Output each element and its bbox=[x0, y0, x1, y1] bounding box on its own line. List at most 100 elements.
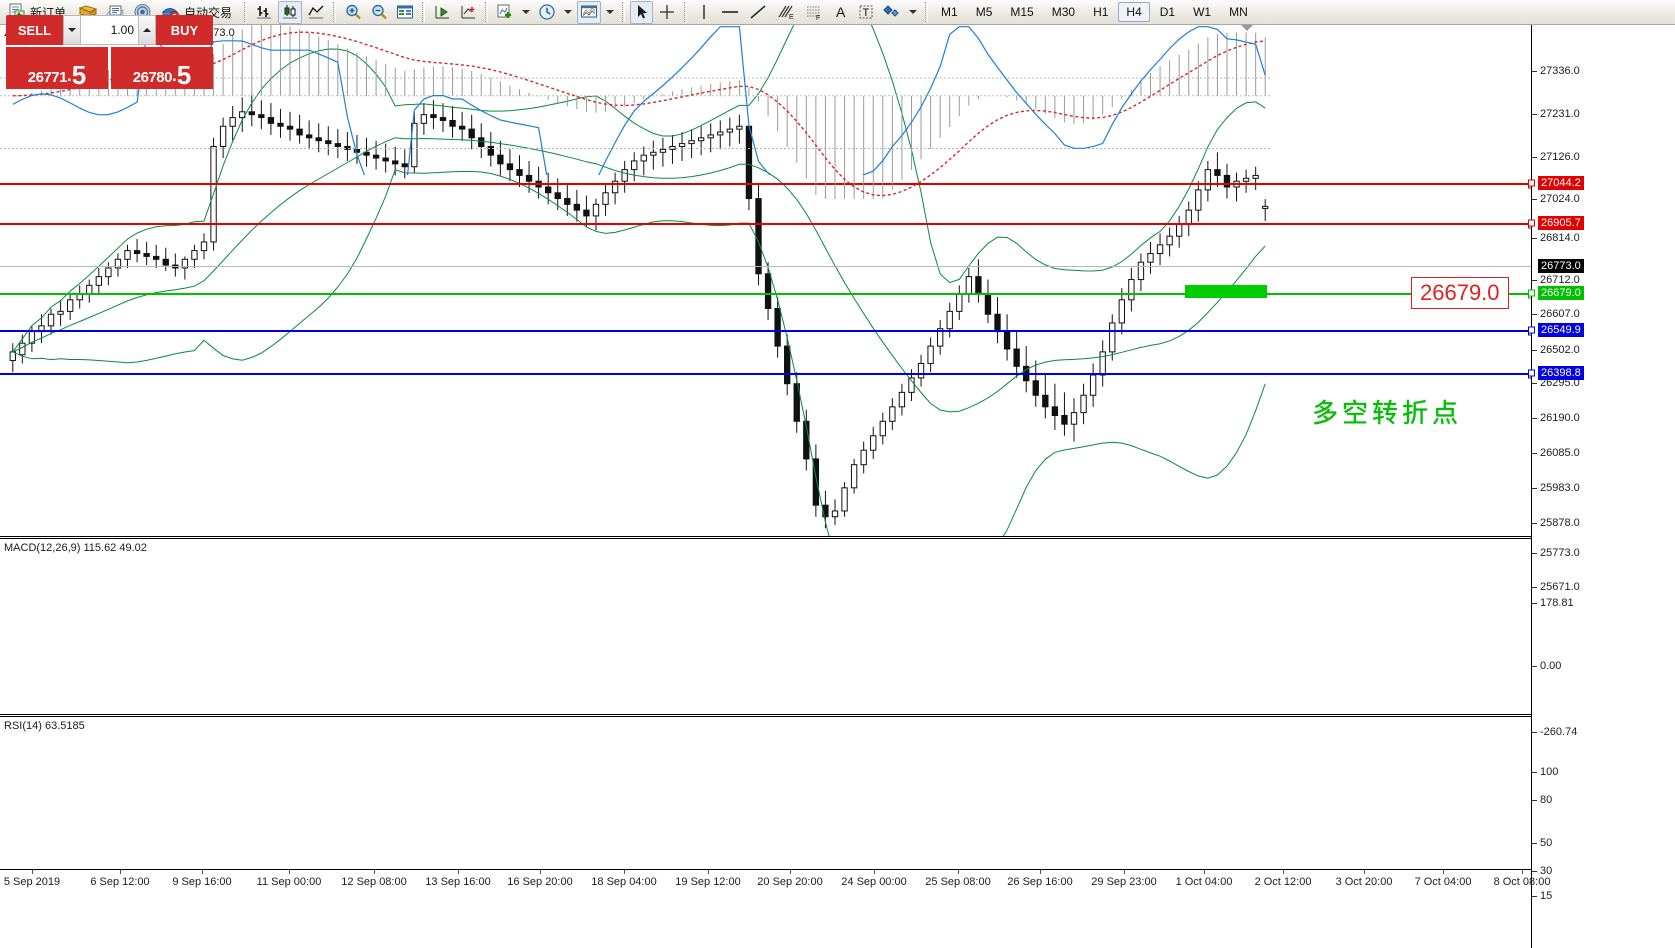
vertical-line-icon[interactable] bbox=[692, 1, 715, 24]
chinese-annotation[interactable]: 多空转折点 bbox=[1312, 398, 1463, 428]
line-chart-icon[interactable] bbox=[304, 1, 328, 24]
macd-pane[interactable] bbox=[0, 23, 1531, 219]
time-tick-label: 9 Sep 16:00 bbox=[172, 876, 232, 888]
time-tick bbox=[708, 870, 709, 874]
timeframe-h1[interactable]: H1 bbox=[1093, 5, 1109, 19]
timeframe-m5[interactable]: M5 bbox=[975, 5, 993, 19]
shapes-dropdown-icon[interactable] bbox=[909, 10, 918, 14]
time-tick-label: 26 Sep 16:00 bbox=[1007, 876, 1073, 888]
trendline-icon[interactable] bbox=[745, 1, 771, 24]
level-line-last-price bbox=[0, 266, 1531, 267]
cursor-icon[interactable] bbox=[630, 0, 654, 24]
candlestick-chart-icon[interactable] bbox=[278, 0, 303, 24]
timeframe-mn[interactable]: MN bbox=[1229, 5, 1248, 19]
new-chart-icon[interactable] bbox=[493, 1, 517, 24]
price-level-handle[interactable] bbox=[1528, 369, 1535, 377]
level-line-resistance-2[interactable] bbox=[0, 221, 1535, 229]
price-level-badge[interactable]: 27044.2 bbox=[1538, 176, 1584, 190]
pane-separator-rsi[interactable] bbox=[0, 714, 1531, 717]
new-chart-dropdown-icon[interactable] bbox=[522, 10, 531, 14]
sell-button[interactable]: SELL bbox=[6, 15, 63, 45]
timeframe-m30[interactable]: M30 bbox=[1051, 5, 1076, 19]
time-tick bbox=[624, 870, 625, 874]
macd-title: MACD(12,26,9) 115.62 49.02 bbox=[4, 542, 147, 554]
price-callout[interactable]: 26679.0 bbox=[1411, 277, 1509, 309]
toolbar-separator bbox=[244, 2, 248, 22]
chart-scroll-marker[interactable] bbox=[1241, 25, 1253, 31]
auto-scroll-icon[interactable] bbox=[456, 1, 480, 24]
time-scale[interactable]: 5 Sep 2019 6 Sep 12:00 9 Sep 16:00 11 Sep 0… bbox=[0, 869, 1550, 948]
buy-button[interactable]: BUY bbox=[156, 15, 213, 45]
rsi-pane[interactable] bbox=[0, 25, 1531, 203]
price-tick bbox=[1532, 280, 1537, 281]
bar-chart-icon[interactable] bbox=[252, 1, 276, 24]
elliott-wave-icon[interactable]: E bbox=[773, 1, 799, 24]
horizontal-line-icon[interactable] bbox=[717, 1, 743, 24]
crosshair-icon[interactable] bbox=[655, 1, 679, 24]
price-level-badge[interactable]: 26398.8 bbox=[1538, 366, 1584, 380]
chart-shift-icon[interactable] bbox=[430, 1, 454, 24]
timeframe-m15[interactable]: M15 bbox=[1010, 5, 1034, 19]
time-tick bbox=[120, 870, 121, 874]
rsi-title: RSI(14) 63.5185 bbox=[4, 720, 85, 732]
time-tick bbox=[1443, 870, 1444, 874]
timeframe-m1[interactable]: M1 bbox=[941, 5, 958, 19]
time-tick bbox=[790, 870, 791, 874]
price-level-badge[interactable]: 26549.9 bbox=[1538, 323, 1584, 337]
volume-input[interactable]: 1.00 bbox=[81, 16, 138, 44]
price-scale[interactable]: 27336.0 27231.0 27126.0 27024.0 26814.0 26712… bbox=[1528, 25, 1675, 948]
price-tick-label: 26607.0 bbox=[1540, 308, 1580, 320]
data-window-icon[interactable] bbox=[393, 1, 417, 24]
timeframe-h4[interactable]: H4 bbox=[1118, 2, 1150, 22]
period-icon[interactable] bbox=[535, 1, 559, 24]
volume-increase-button[interactable] bbox=[138, 16, 155, 44]
time-tick-label: 20 Sep 20:00 bbox=[757, 876, 823, 888]
time-tick-label: 16 Sep 20:00 bbox=[507, 876, 573, 888]
price-tick-label: 26295.0 bbox=[1540, 377, 1580, 389]
fibonacci-icon[interactable]: F bbox=[801, 1, 827, 24]
price-tick-label: 25878.0 bbox=[1540, 517, 1580, 529]
one-click-trading-panel[interactable]: SELL 1.00 BUY 26771 . 5 26780 . 5 bbox=[6, 15, 213, 89]
price-level-badge[interactable]: 26773.0 bbox=[1538, 259, 1584, 273]
timeframe-d1[interactable]: D1 bbox=[1159, 5, 1176, 19]
templates-icon[interactable] bbox=[577, 0, 602, 24]
level-line-support-1[interactable] bbox=[0, 328, 1535, 336]
volume-stepper[interactable]: 1.00 bbox=[63, 15, 156, 45]
time-tick bbox=[374, 870, 375, 874]
timeframe-w1[interactable]: W1 bbox=[1193, 5, 1212, 19]
price-level-handle[interactable] bbox=[1528, 219, 1535, 227]
time-tick-label: 25 Sep 08:00 bbox=[925, 876, 991, 888]
level-line-support-2[interactable] bbox=[0, 371, 1535, 379]
price-tick bbox=[1532, 587, 1537, 588]
text-label-icon[interactable]: T bbox=[854, 1, 878, 24]
time-tick bbox=[874, 870, 875, 874]
zoom-in-icon[interactable] bbox=[341, 1, 365, 24]
highlight-zone[interactable] bbox=[1185, 285, 1267, 298]
sell-price-cell[interactable]: 26771 . 5 bbox=[6, 47, 108, 89]
price-level-handle[interactable] bbox=[1528, 326, 1535, 334]
text-icon[interactable]: A bbox=[829, 1, 852, 24]
price-tick bbox=[1532, 553, 1537, 554]
time-tick bbox=[1522, 870, 1523, 874]
price-level-handle[interactable] bbox=[1528, 289, 1535, 297]
time-tick bbox=[1204, 870, 1205, 874]
sell-price-integer: 26771 bbox=[27, 69, 68, 86]
main-price-pane[interactable] bbox=[0, 0, 1531, 632]
price-tick-label: 50 bbox=[1540, 837, 1553, 849]
price-level-badge[interactable]: 26905.7 bbox=[1538, 216, 1584, 230]
price-level-badge[interactable]: 26679.0 bbox=[1538, 286, 1584, 300]
period-dropdown-icon[interactable] bbox=[564, 10, 573, 14]
price-tick-label: 25983.0 bbox=[1540, 482, 1580, 494]
price-level-handle[interactable] bbox=[1528, 179, 1535, 187]
price-tick bbox=[1532, 71, 1537, 72]
buy-price-cell[interactable]: 26780 . 5 bbox=[111, 47, 213, 89]
level-line-pivot[interactable] bbox=[0, 291, 1535, 299]
pane-separator-macd[interactable] bbox=[0, 536, 1531, 539]
shapes-icon[interactable] bbox=[880, 1, 904, 24]
toolbar-separator bbox=[333, 2, 337, 22]
volume-decrease-button[interactable] bbox=[64, 16, 81, 44]
templates-dropdown-icon[interactable] bbox=[606, 10, 615, 14]
zoom-out-icon[interactable] bbox=[367, 1, 391, 24]
svg-text:E: E bbox=[789, 14, 794, 21]
